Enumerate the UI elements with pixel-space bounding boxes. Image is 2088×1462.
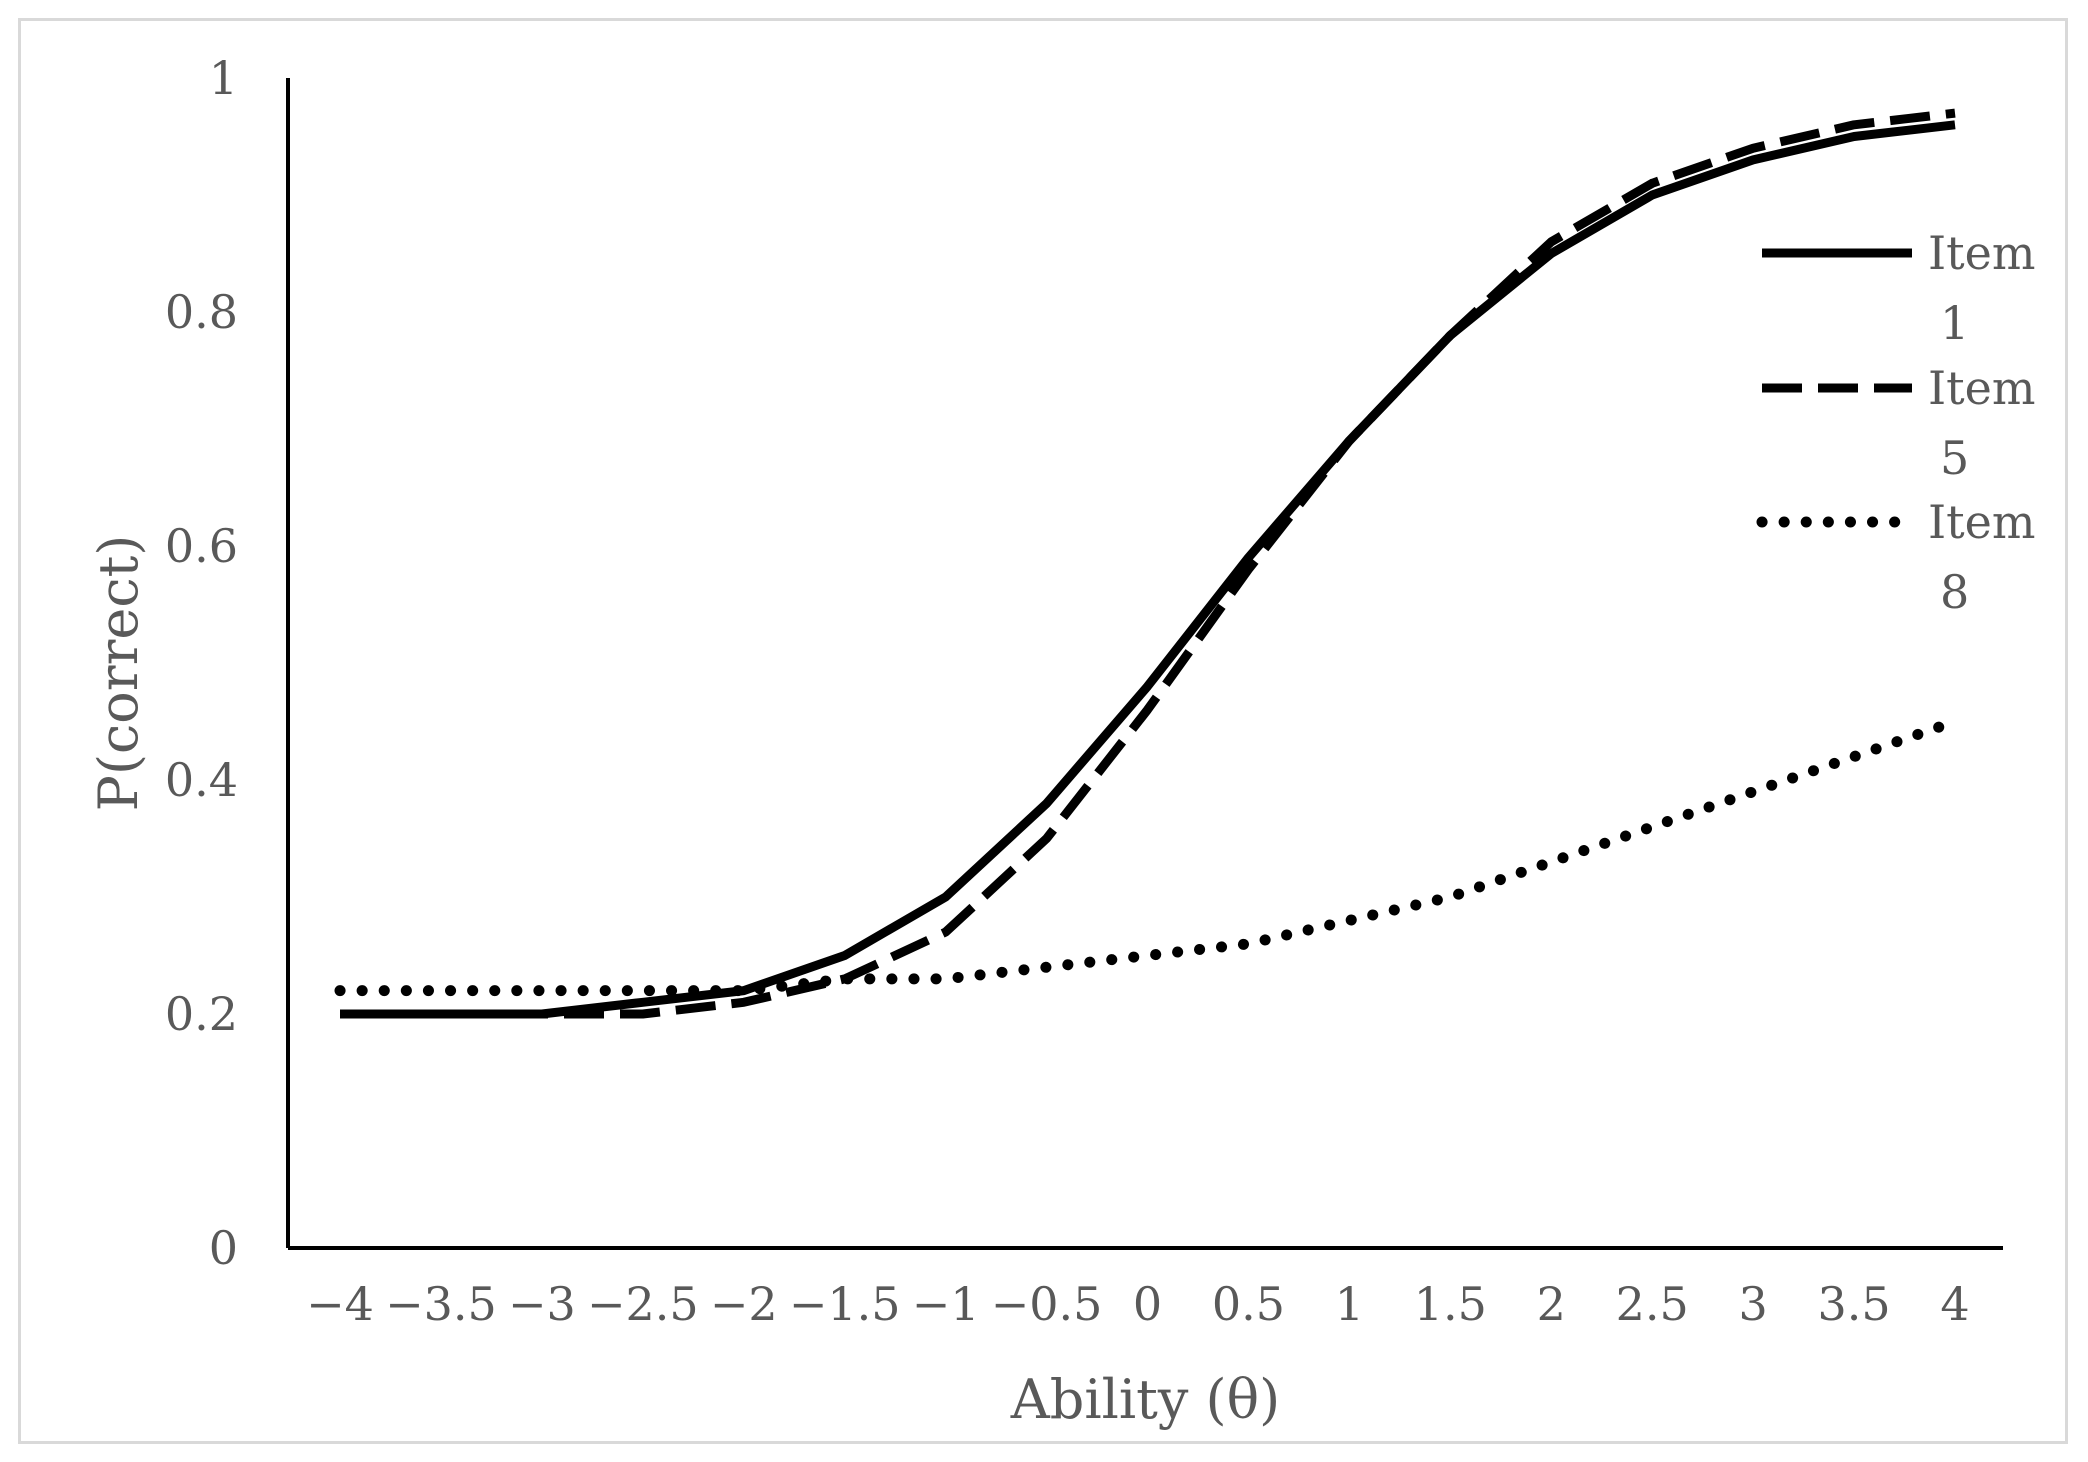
- series-line-1: [340, 120, 1956, 1019]
- chart-frame: [18, 18, 2068, 1444]
- y-tick-label: 0.8: [165, 285, 238, 339]
- x-tick-label: 0.5: [1212, 1277, 1285, 1331]
- x-tick-label: 0: [1133, 1277, 1162, 1331]
- x-tick-label: −2.5: [587, 1277, 699, 1331]
- x-tick-label: −3.5: [385, 1277, 497, 1331]
- x-tick-label: 2: [1537, 1277, 1566, 1331]
- x-tick-label: 1: [1335, 1277, 1364, 1331]
- legend-label: Item: [1928, 361, 2036, 415]
- x-tick-label: −3: [508, 1277, 576, 1331]
- x-tick-label: 3.5: [1817, 1277, 1890, 1331]
- legend-entry-2: Item 5: [1762, 361, 2036, 485]
- y-axis-title: P(correct): [87, 535, 150, 812]
- series-line-3: [334, 716, 1961, 997]
- legend-entry-1: Item 1: [1762, 226, 2036, 350]
- x-tick-label: 2.5: [1616, 1277, 1689, 1331]
- legend-label: 5: [1940, 431, 1969, 485]
- series-lines: [334, 108, 1961, 1019]
- legend: Item 1 Item 5 Item 8: [1756, 226, 2036, 619]
- legend-label: 8: [1940, 565, 1969, 619]
- x-tick-label: 1.5: [1414, 1277, 1487, 1331]
- x-tick-label: 3: [1738, 1277, 1767, 1331]
- legend-label: Item: [1928, 226, 2036, 280]
- y-tick-label: 0.6: [165, 519, 238, 573]
- x-tick-label: −4: [306, 1277, 374, 1331]
- x-axis-title: Ability (θ): [1010, 1368, 1280, 1431]
- y-tick-labels: 0 0.2 0.4 0.6 0.8 1: [165, 51, 238, 1275]
- y-tick-label: 0.2: [165, 987, 238, 1041]
- y-tick-label: 0: [209, 1221, 238, 1275]
- x-tick-label: −1.5: [789, 1277, 901, 1331]
- x-tick-label: 4: [1940, 1277, 1969, 1331]
- x-tick-label: −1: [912, 1277, 980, 1331]
- y-tick-label: 0.4: [165, 753, 238, 807]
- legend-entry-3: Item 8: [1756, 495, 2036, 619]
- series-line-2: [340, 108, 1956, 1019]
- y-tick-label: 1: [209, 51, 238, 105]
- x-tick-labels: −4 −3.5 −3 −2.5 −2 −1.5 −1 −0.5 0 0.5 1 1.5 2 2.5 3 3.5…: [306, 1277, 1970, 1331]
- legend-label: 1: [1940, 296, 1969, 350]
- axes: [286, 78, 2003, 1250]
- x-tick-label: −0.5: [991, 1277, 1103, 1331]
- legend-label: Item: [1928, 495, 2036, 549]
- x-tick-label: −2: [710, 1277, 778, 1331]
